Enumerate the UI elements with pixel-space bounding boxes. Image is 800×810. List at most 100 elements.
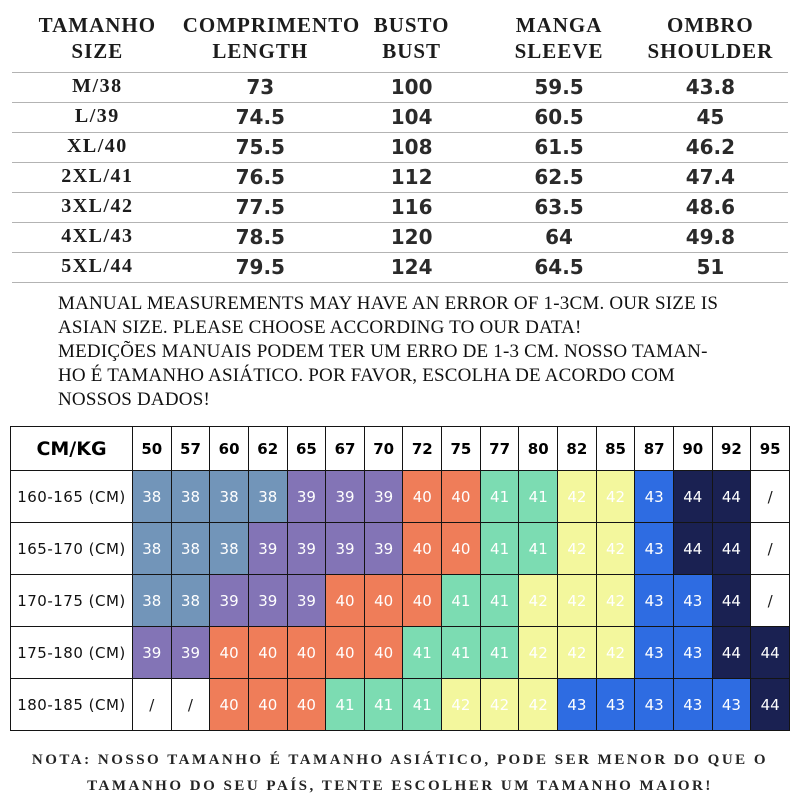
size-value-cell: 75.5 bbox=[182, 132, 338, 163]
size-recommendation-cell: / bbox=[750, 470, 790, 524]
size-recommendation-cell: 41 bbox=[441, 626, 481, 680]
size-recommendation-cell: 44 bbox=[711, 574, 752, 628]
weight-header-cell: 87 bbox=[634, 426, 674, 472]
size-value-cell: 104 bbox=[337, 102, 486, 133]
size-recommendation-cell: 40 bbox=[286, 626, 327, 680]
size-table: TAMANHO SIZE COMPRIMENTO LENGTH BUSTO BUST MAN… bbox=[12, 10, 788, 283]
size-recommendation-cell: 43 bbox=[672, 678, 713, 732]
size-recommendation-cell: 43 bbox=[711, 678, 752, 732]
height-label-cell: 160-165 (CM) bbox=[10, 470, 133, 524]
size-recommendation-cell: 41 bbox=[402, 678, 443, 732]
height-row: 160-165 (CM) 38 38 38 38 39 39 39 40 40 41 41 42 42 43… bbox=[10, 470, 790, 524]
size-recommendation-cell: 40 bbox=[441, 470, 481, 524]
weight-header-cell: 62 bbox=[247, 426, 288, 472]
footer-note: NOTA: NOSSO TAMANHO É TAMANHO ASIÁTICO, … bbox=[0, 747, 800, 800]
size-value-cell: 51 bbox=[632, 252, 788, 283]
weight-header-cell: 82 bbox=[557, 426, 597, 472]
size-value-cell: 62.5 bbox=[485, 162, 633, 193]
size-recommendation-cell: 39 bbox=[170, 626, 211, 680]
size-recommendation-cell: / bbox=[750, 574, 790, 628]
size-recommendation-cell: 42 bbox=[557, 574, 597, 628]
size-recommendation-cell: 40 bbox=[402, 522, 443, 576]
size-recommendation-cell: 42 bbox=[557, 522, 597, 576]
height-row: 175-180 (CM) 39 39 40 40 40 40 40 41 41 41 42 42 42 43… bbox=[10, 626, 790, 680]
size-table-header-cell: BUSTO BUST bbox=[337, 10, 486, 73]
size-table-row: 2XL/41 76.5 112 62.5 47.4 bbox=[12, 162, 788, 193]
size-table-row: XL/40 75.5 108 61.5 46.2 bbox=[12, 132, 788, 163]
size-label-cell: 2XL/41 bbox=[12, 162, 183, 193]
size-recommendation-cell: 39 bbox=[286, 574, 327, 628]
size-recommendation-cell: 41 bbox=[479, 470, 520, 524]
note-line: MEDIÇÕES MANUAIS PODEM TER UM ERRO DE 1-… bbox=[58, 340, 708, 362]
size-value-cell: 59.5 bbox=[485, 72, 633, 103]
size-value-cell: 64 bbox=[485, 222, 633, 253]
weight-header-cell: 65 bbox=[286, 426, 327, 472]
size-label-cell: M/38 bbox=[12, 72, 183, 103]
size-label-cell: 4XL/43 bbox=[12, 222, 183, 253]
size-value-cell: 74.5 bbox=[182, 102, 338, 133]
size-recommendation-cell: 42 bbox=[595, 522, 636, 576]
size-value-cell: 61.5 bbox=[485, 132, 633, 163]
size-recommendation-cell: 41 bbox=[479, 626, 520, 680]
size-recommendation-cell: 38 bbox=[247, 470, 288, 524]
size-recommendation-cell: 44 bbox=[750, 626, 790, 680]
size-recommendation-cell: 40 bbox=[402, 470, 443, 524]
header-line-pt: MANGA bbox=[515, 13, 603, 37]
size-value-cell: 43.8 bbox=[632, 72, 788, 103]
weight-header-cell: 85 bbox=[595, 426, 636, 472]
size-recommendation-cell: 40 bbox=[247, 626, 288, 680]
size-recommendation-cell: 40 bbox=[363, 574, 404, 628]
size-recommendation-cell: 42 bbox=[557, 470, 597, 524]
size-table-row: 3XL/42 77.5 116 63.5 48.6 bbox=[12, 192, 788, 223]
size-recommendation-cell: 42 bbox=[479, 678, 520, 732]
size-recommendation-cell: 44 bbox=[711, 522, 752, 576]
weight-height-table: CM/KG 50 57 60 62 65 67 70 72 75 77 80 82 85 87 90 92 95 … bbox=[10, 426, 790, 732]
size-table-row: 4XL/43 78.5 120 64 49.8 bbox=[12, 222, 788, 253]
size-label-cell: XL/40 bbox=[12, 132, 183, 163]
size-recommendation-cell: 41 bbox=[479, 574, 520, 628]
weight-table-body: 160-165 (CM) 38 38 38 38 39 39 39 40 40 41 41 42 42 43… bbox=[10, 470, 790, 732]
size-recommendation-cell: 43 bbox=[634, 678, 674, 732]
weight-header-cell: 80 bbox=[518, 426, 559, 472]
size-value-cell: 108 bbox=[337, 132, 486, 163]
header-line-en: LENGTH bbox=[212, 39, 309, 64]
header-line-pt: OMBRO bbox=[667, 13, 754, 37]
height-label-cell: 180-185 (CM) bbox=[10, 678, 133, 732]
size-recommendation-cell: / bbox=[132, 678, 172, 732]
size-recommendation-cell: 44 bbox=[711, 470, 752, 524]
weight-header-cell: 75 bbox=[441, 426, 481, 472]
height-row: 180-185 (CM) //40 40 40 41 41 41 42 42 42 43 43 43 43… bbox=[10, 678, 790, 732]
size-recommendation-cell: 40 bbox=[441, 522, 481, 576]
size-recommendation-cell: 44 bbox=[672, 522, 713, 576]
size-recommendation-cell: 43 bbox=[672, 574, 713, 628]
size-recommendation-cell: 38 bbox=[132, 574, 172, 628]
size-recommendation-cell: 38 bbox=[209, 522, 249, 576]
size-recommendation-cell: 38 bbox=[209, 470, 249, 524]
size-value-cell: 100 bbox=[337, 72, 486, 103]
height-label-cell: 170-175 (CM) bbox=[10, 574, 133, 628]
size-table-row: 5XL/44 79.5 124 64.5 51 bbox=[12, 252, 788, 283]
size-recommendation-cell: / bbox=[750, 522, 790, 576]
size-recommendation-cell: 39 bbox=[363, 470, 404, 524]
size-label-cell: 5XL/44 bbox=[12, 252, 183, 283]
size-label-cell: L/39 bbox=[12, 102, 183, 133]
size-recommendation-cell: 42 bbox=[441, 678, 481, 732]
size-table-header-row: TAMANHO SIZE COMPRIMENTO LENGTH BUSTO BUST MAN… bbox=[12, 10, 788, 73]
size-value-cell: 64.5 bbox=[485, 252, 633, 283]
height-row: 165-170 (CM) 38 38 38 39 39 39 39 40 40 41 41 42 42 43… bbox=[10, 522, 790, 576]
size-recommendation-cell: 39 bbox=[247, 574, 288, 628]
corner-cell: CM/KG bbox=[10, 426, 133, 472]
size-recommendation-cell: 44 bbox=[672, 470, 713, 524]
header-line-pt: BUSTO bbox=[373, 13, 450, 37]
size-recommendation-cell: 38 bbox=[170, 574, 211, 628]
size-recommendation-cell: 40 bbox=[325, 626, 365, 680]
size-recommendation-cell: 41 bbox=[363, 678, 404, 732]
size-recommendation-cell: 39 bbox=[325, 522, 365, 576]
size-value-cell: 120 bbox=[337, 222, 486, 253]
size-recommendation-cell: 41 bbox=[479, 522, 520, 576]
size-recommendation-cell: 43 bbox=[634, 522, 674, 576]
weight-header-cell: 95 bbox=[750, 426, 790, 472]
size-value-cell: 49.8 bbox=[632, 222, 788, 253]
size-value-cell: 60.5 bbox=[485, 102, 633, 133]
size-recommendation-cell: 40 bbox=[209, 678, 249, 732]
